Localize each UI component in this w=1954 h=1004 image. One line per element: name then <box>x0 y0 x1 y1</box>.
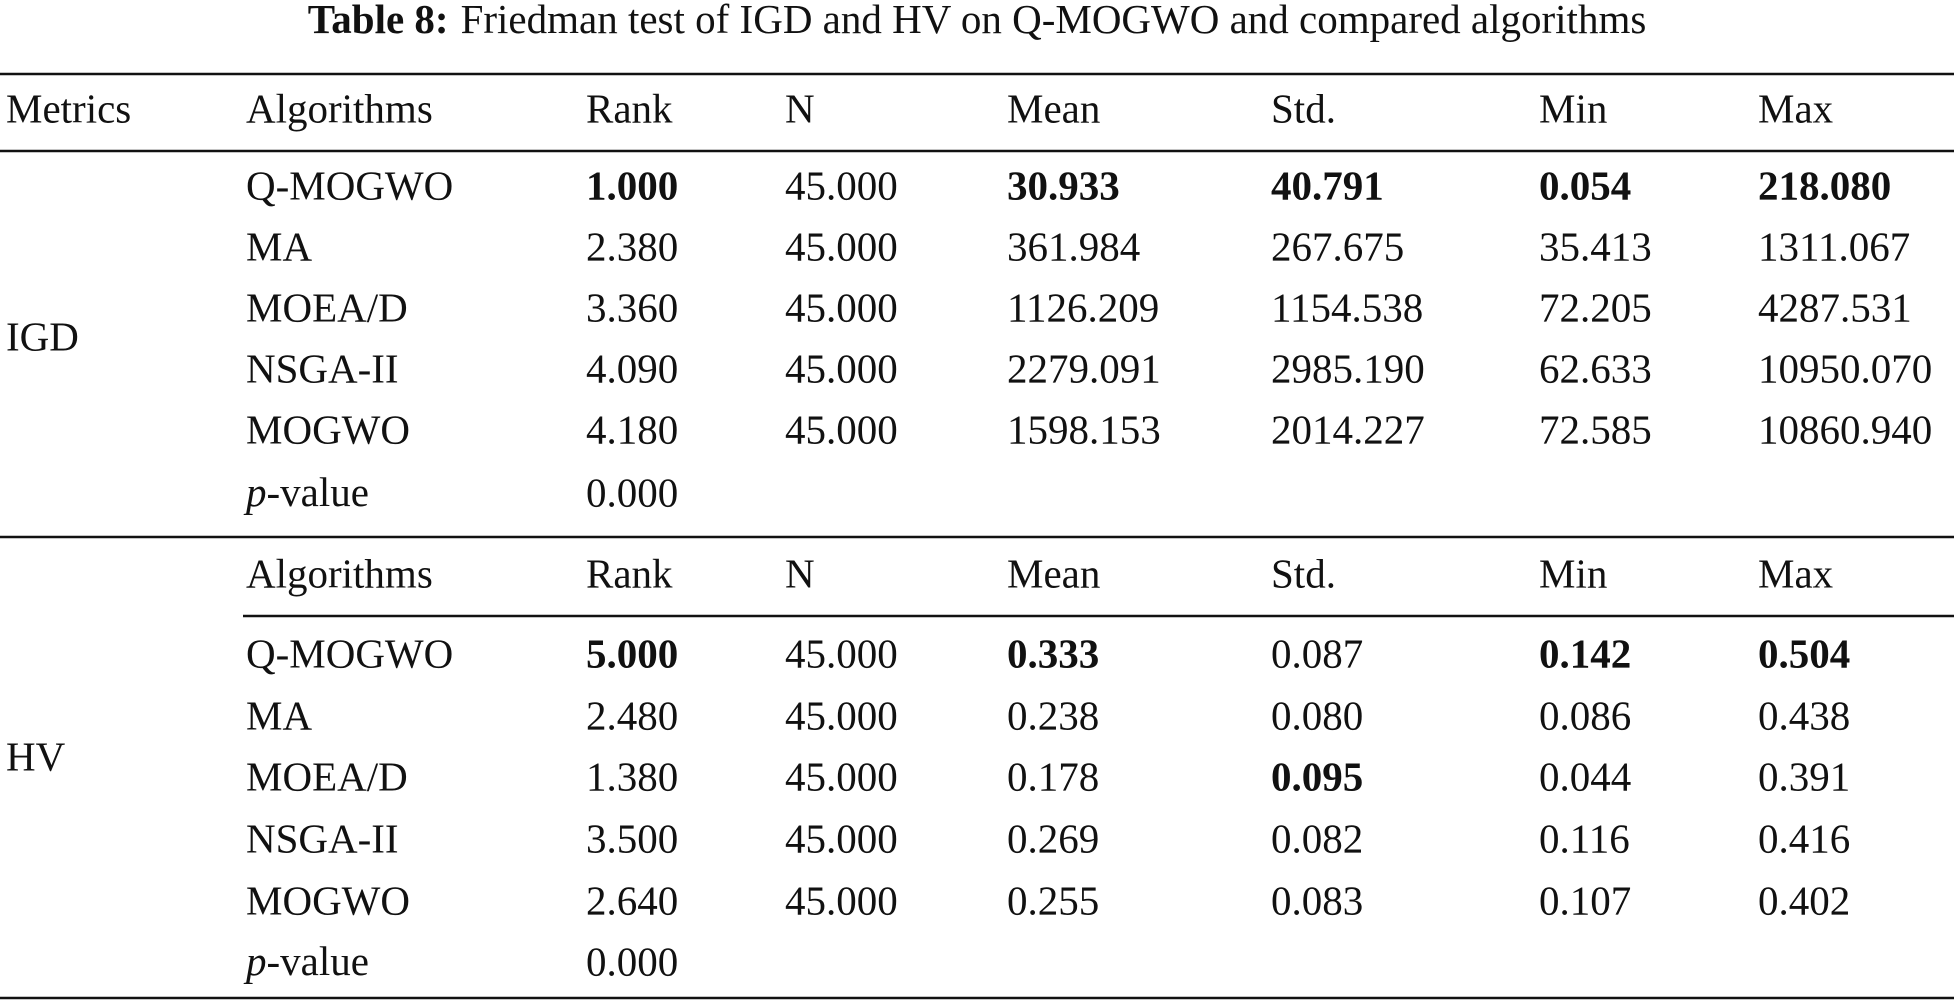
table-cell: 3.500 <box>586 815 678 861</box>
table-cell: 0.255 <box>1007 877 1099 923</box>
table-cell: 2014.227 <box>1271 406 1425 452</box>
table-cell: 2.480 <box>586 692 678 738</box>
table-cell: 1154.538 <box>1271 284 1423 330</box>
table-cell: 1.000 <box>586 162 678 208</box>
table-cell: 267.675 <box>1271 223 1404 269</box>
table-cell: MOGWO <box>246 877 410 923</box>
header-cell: Mean <box>1007 85 1100 131</box>
header-cell: Max <box>1758 85 1833 131</box>
pvalue-value: 0.000 <box>586 938 678 984</box>
table-cell: 72.205 <box>1539 284 1652 330</box>
metric-label: HV <box>6 733 66 779</box>
table-cell: 1311.067 <box>1758 223 1910 269</box>
subheader-cell: N <box>785 550 815 596</box>
table-cell: 45.000 <box>785 753 898 799</box>
caption-label: Table 8: <box>308 0 449 42</box>
table-cell: 0.095 <box>1271 753 1363 799</box>
table-cell: 0.178 <box>1007 753 1099 799</box>
table-cell: 218.080 <box>1758 162 1891 208</box>
table-cell: Q-MOGWO <box>246 630 453 676</box>
table-cell: MOEA/D <box>246 284 408 330</box>
table-cell: NSGA-II <box>246 345 399 391</box>
table-cell: 4287.531 <box>1758 284 1912 330</box>
table-cell: 0.086 <box>1539 692 1631 738</box>
table-cell: 0.333 <box>1007 630 1099 676</box>
subheader-cell: Mean <box>1007 550 1100 596</box>
table-cell: MOEA/D <box>246 753 408 799</box>
table-cell: 45.000 <box>785 406 898 452</box>
table-cell: 45.000 <box>785 877 898 923</box>
pvalue-italic: p <box>243 469 267 515</box>
table-cell: 0.107 <box>1539 877 1631 923</box>
table-cell: NSGA-II <box>246 815 399 861</box>
table-cell: 0.269 <box>1007 815 1099 861</box>
table-cell: 0.391 <box>1758 753 1850 799</box>
table-cell: 72.585 <box>1539 406 1652 452</box>
table-cell: 0.438 <box>1758 692 1850 738</box>
table-cell: 3.360 <box>586 284 678 330</box>
metric-label: IGD <box>6 313 79 359</box>
header-cell: Algorithms <box>246 85 433 131</box>
table-cell: 2.380 <box>586 223 678 269</box>
table-cell: 0.238 <box>1007 692 1099 738</box>
table-cell: MA <box>246 223 312 269</box>
pvalue-value: 0.000 <box>586 469 678 515</box>
table-cell: 45.000 <box>785 345 898 391</box>
header-cell: Rank <box>586 85 673 131</box>
subheader-cell: Rank <box>586 550 673 596</box>
table-cell: 10860.940 <box>1758 406 1932 452</box>
table-cell: 0.416 <box>1758 815 1850 861</box>
table-cell: 10950.070 <box>1758 345 1932 391</box>
header-cell: Min <box>1539 85 1607 131</box>
table-cell: 2985.190 <box>1271 345 1425 391</box>
table-cell: 0.044 <box>1539 753 1631 799</box>
table-cell: 45.000 <box>785 630 898 676</box>
table-cell: 361.984 <box>1007 223 1140 269</box>
table-cell: 0.402 <box>1758 877 1850 923</box>
table-cell: 4.090 <box>586 345 678 391</box>
caption-text: Friedman test of IGD and HV on Q-MOGWO a… <box>461 0 1647 42</box>
pvalue-text: -value <box>267 938 369 984</box>
table-cell: 0.054 <box>1539 162 1631 208</box>
table-cell: 45.000 <box>785 223 898 269</box>
table-cell: 0.142 <box>1539 630 1631 676</box>
header-cell: Metrics <box>6 85 131 131</box>
caption: Table 8: Friedman test of IGD and HV on Q… <box>308 0 1647 42</box>
table-cell: 2.640 <box>586 877 678 923</box>
table-cell: 1.380 <box>586 753 678 799</box>
table-cell: 2279.091 <box>1007 345 1161 391</box>
table-cell: 0.083 <box>1271 877 1363 923</box>
table-cell: MA <box>246 692 312 738</box>
table-cell: 0.087 <box>1271 630 1363 676</box>
table-cell: 5.000 <box>586 630 678 676</box>
table-cell: 0.080 <box>1271 692 1363 738</box>
table-cell: 40.791 <box>1271 162 1384 208</box>
table-cell: 45.000 <box>785 284 898 330</box>
table-cell: 45.000 <box>785 815 898 861</box>
table-cell: 4.180 <box>586 406 678 452</box>
header-cell: N <box>785 85 815 131</box>
table-cell: Q-MOGWO <box>246 162 453 208</box>
table-cell: 45.000 <box>785 692 898 738</box>
subheader-cell: Min <box>1539 550 1607 596</box>
subheader-cell: Max <box>1758 550 1833 596</box>
table-cell: 62.633 <box>1539 345 1652 391</box>
header-cell: Std. <box>1271 85 1336 131</box>
table-cell: 0.116 <box>1539 815 1630 861</box>
subheader-cell: Algorithms <box>246 550 433 596</box>
subheader-cell: Std. <box>1271 550 1336 596</box>
pvalue-text: -value <box>267 469 369 515</box>
pvalue-label: p-value <box>243 469 369 515</box>
table-cell: 0.082 <box>1271 815 1363 861</box>
table-cell: 35.413 <box>1539 223 1652 269</box>
table-cell: 45.000 <box>785 162 898 208</box>
table-cell: 30.933 <box>1007 162 1120 208</box>
table-cell: 0.504 <box>1758 630 1850 676</box>
pvalue-italic: p <box>243 938 267 984</box>
table-cell: MOGWO <box>246 406 410 452</box>
table-cell: 1598.153 <box>1007 406 1161 452</box>
table-cell: 1126.209 <box>1007 284 1159 330</box>
pvalue-label: p-value <box>243 938 369 984</box>
